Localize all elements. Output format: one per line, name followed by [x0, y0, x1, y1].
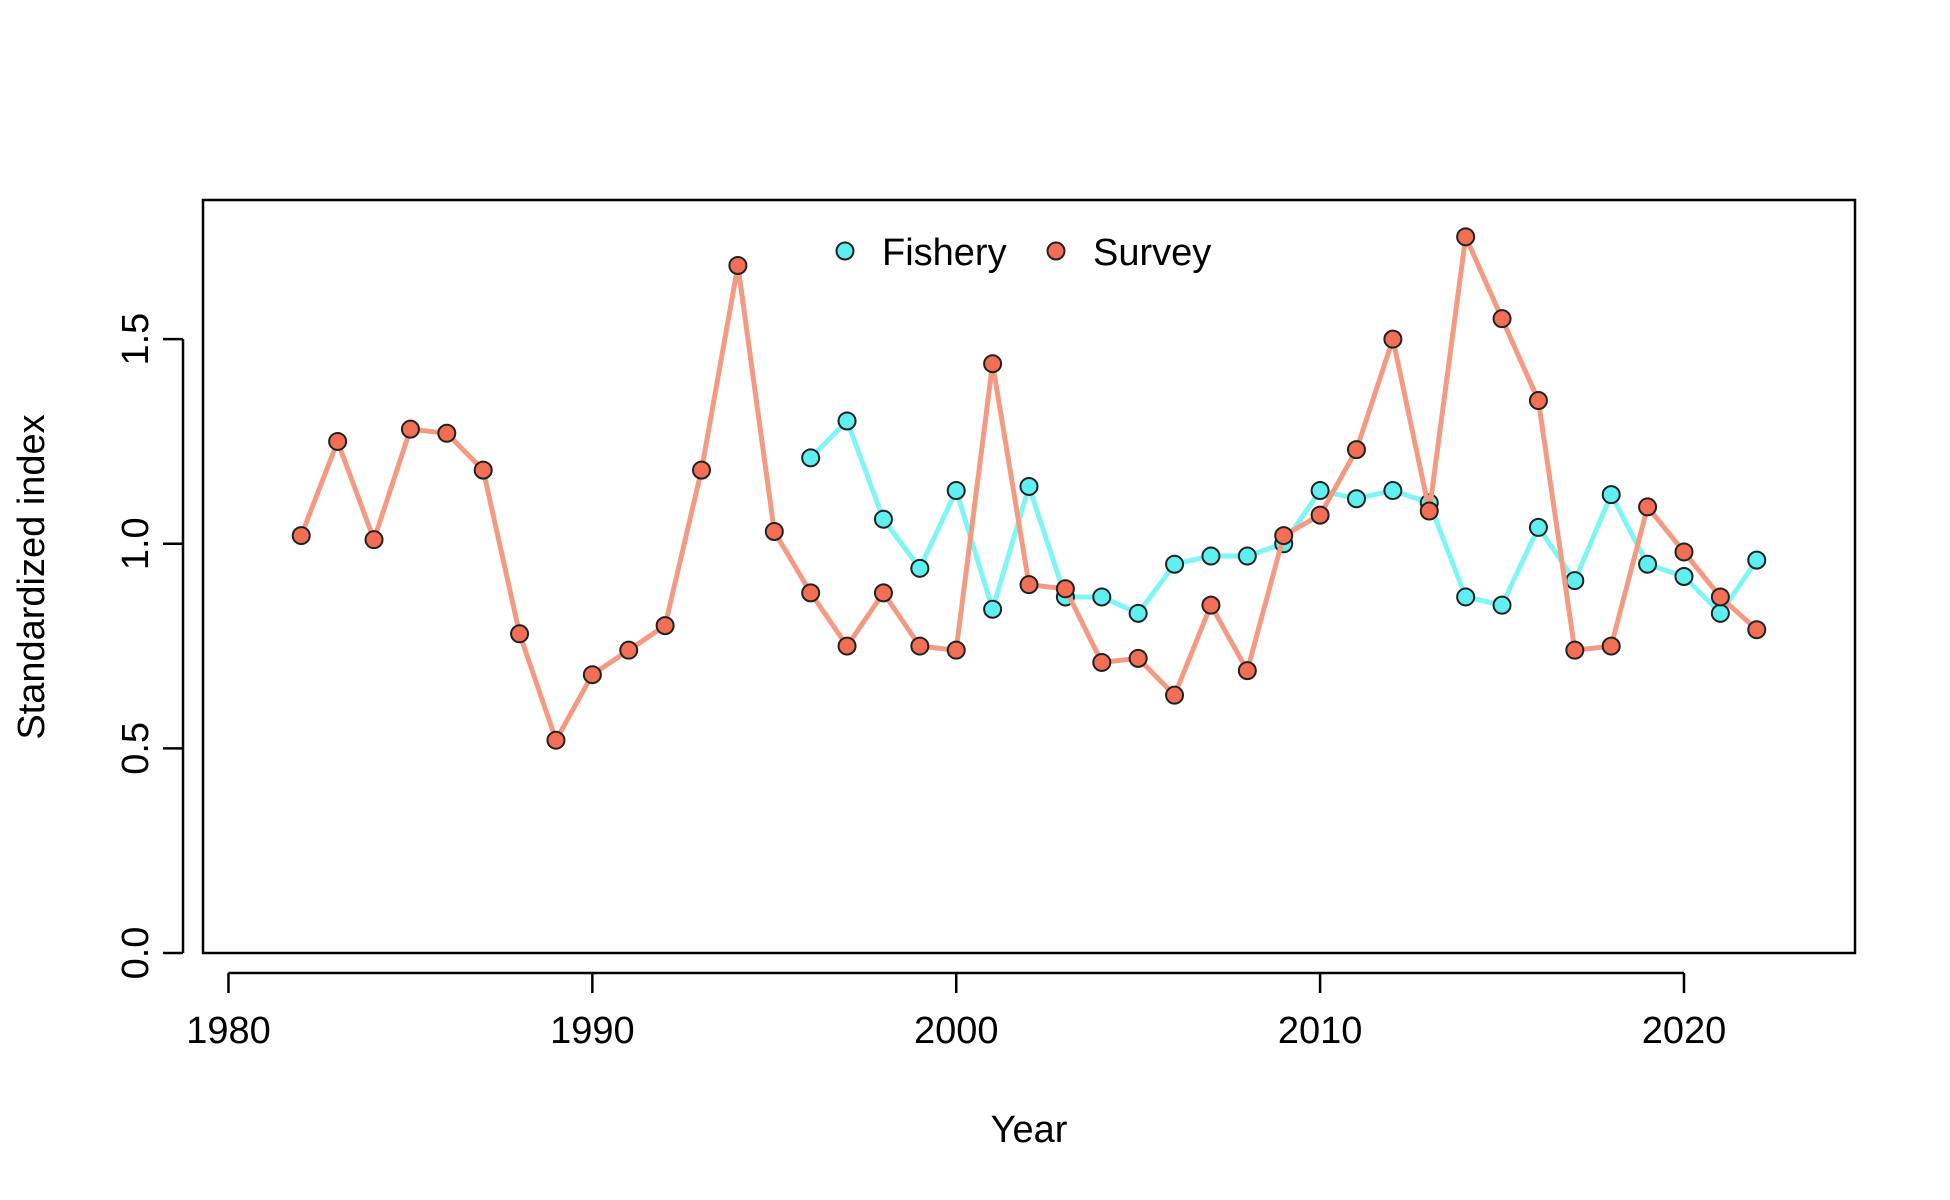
series-survey-point	[291, 526, 311, 546]
series-fishery-point	[1638, 554, 1658, 574]
y-tick-label: 1.0	[115, 517, 157, 570]
series-survey-point	[1383, 329, 1403, 349]
y-axis: 0.0 0.5 1.0 1.5	[115, 313, 185, 980]
series-survey-point	[1237, 661, 1257, 681]
series-survey-point	[546, 730, 566, 750]
series-survey-point	[582, 665, 602, 685]
y-tick-label: 0.0	[115, 927, 157, 980]
series-survey-point	[1128, 648, 1148, 668]
series-survey-point	[801, 583, 821, 603]
legend-survey-label: Survey	[1093, 232, 1211, 274]
series-survey-point	[946, 640, 966, 660]
series-fishery-point	[1165, 554, 1185, 574]
series-fishery	[801, 411, 1767, 623]
series-survey-point	[1674, 542, 1694, 562]
series-survey-point	[473, 460, 493, 480]
series-fishery-point	[801, 448, 821, 468]
series-survey-point	[1638, 497, 1658, 517]
series-survey-point	[764, 521, 784, 541]
series-fishery-point	[1528, 517, 1548, 537]
series-survey-point	[1601, 636, 1621, 656]
series-survey-point	[510, 624, 530, 644]
series-fishery-point	[1201, 546, 1221, 566]
series-survey-point	[1528, 391, 1548, 411]
series-survey-point	[873, 583, 893, 603]
series-fishery-point	[1710, 603, 1730, 623]
series-fishery-point	[873, 509, 893, 529]
series-survey-point	[1274, 526, 1294, 546]
series-fishery-point	[1092, 587, 1112, 607]
series-fishery-point	[1565, 571, 1585, 591]
series-survey-point	[983, 354, 1003, 374]
plot-frame	[201, 198, 1857, 955]
series-survey-point	[1419, 501, 1439, 521]
series-fishery-point	[1456, 587, 1476, 607]
series-survey-point	[1565, 640, 1585, 660]
series-fishery-point	[1383, 481, 1403, 501]
x-axis-title: Year	[991, 1109, 1068, 1151]
x-tick-label: 2010	[1278, 1010, 1363, 1052]
series-survey-point	[1201, 595, 1221, 615]
series-survey-point	[1019, 575, 1039, 595]
series-survey-point	[400, 419, 420, 439]
series-fishery-point	[910, 558, 930, 578]
series-survey-point	[1165, 685, 1185, 705]
series-survey-point	[437, 423, 457, 443]
series-fishery-point	[1019, 476, 1039, 496]
series-survey-point	[837, 636, 857, 656]
series-fishery-point	[837, 411, 857, 431]
series-survey-point	[1346, 440, 1366, 460]
series-survey-point	[1310, 505, 1330, 525]
x-axis: 1980 1990 2000 2010 2020	[186, 971, 1727, 1052]
y-tick-label: 0.5	[115, 722, 157, 775]
series-survey-point	[364, 530, 384, 550]
series-fishery-point	[1674, 567, 1694, 586]
series-survey-point	[1092, 652, 1112, 672]
legend: Fishery Survey	[835, 232, 1211, 274]
series-survey-point	[910, 636, 930, 656]
series-fishery-point	[1128, 603, 1148, 623]
legend-survey-marker	[1046, 241, 1066, 261]
series-fishery-point	[946, 481, 966, 501]
y-tick-label: 1.5	[115, 313, 157, 366]
legend-fishery-label: Fishery	[882, 232, 1007, 274]
series-survey-point	[1747, 620, 1767, 640]
series-survey-point	[655, 616, 675, 636]
x-tick-label: 2020	[1642, 1010, 1727, 1052]
x-tick-label: 1990	[550, 1010, 635, 1052]
series-survey-point	[1710, 587, 1730, 607]
x-tick-label: 2000	[914, 1010, 999, 1052]
series-survey-point	[328, 431, 348, 451]
series-survey-point	[692, 460, 712, 480]
series-fishery-point	[1237, 546, 1257, 566]
series-fishery-point	[1346, 489, 1366, 509]
series-survey-point	[1055, 579, 1075, 599]
series-survey	[291, 227, 1767, 750]
y-axis-title: Standardized index	[11, 414, 53, 739]
series-fishery-point	[983, 599, 1003, 619]
series-survey-point	[1456, 227, 1476, 247]
series-fishery-point	[1747, 550, 1767, 570]
legend-fishery-marker	[835, 241, 855, 261]
series-survey-point	[728, 255, 748, 275]
series-survey-point	[619, 640, 639, 660]
series-fishery-line	[808, 418, 1760, 616]
x-tick-label: 1980	[186, 1010, 271, 1052]
series-layer	[291, 227, 1767, 750]
series-fishery-point	[1310, 481, 1330, 501]
series-fishery-point	[1601, 485, 1621, 505]
series-survey-point	[1492, 309, 1512, 329]
series-fishery-point	[1492, 595, 1512, 615]
